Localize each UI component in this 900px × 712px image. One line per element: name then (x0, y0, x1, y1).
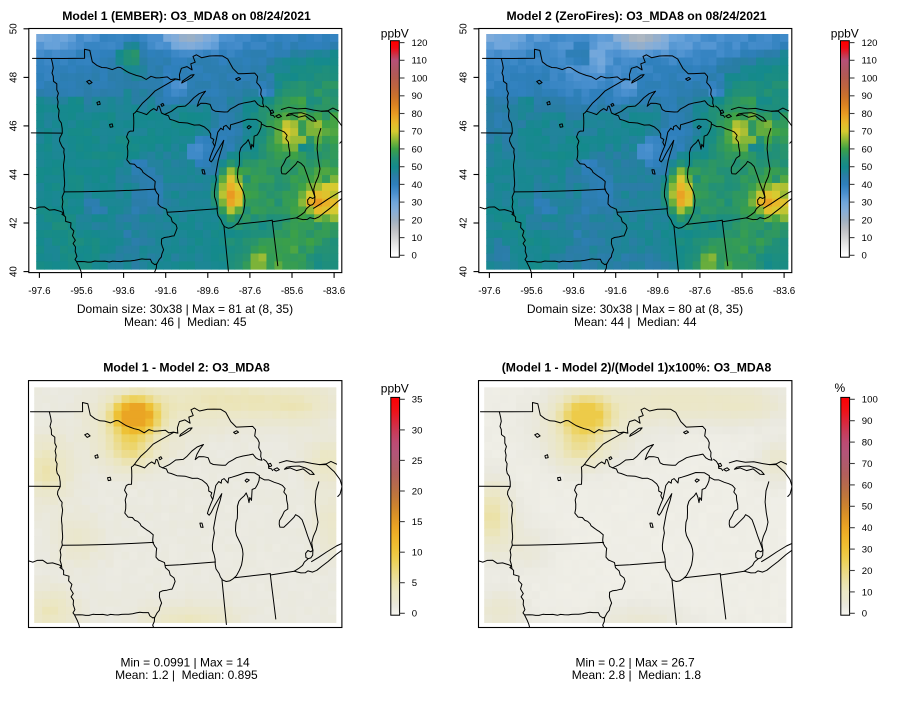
svg-text:-83.6: -83.6 (773, 286, 796, 297)
svg-text:90: 90 (862, 91, 873, 102)
svg-text:20: 20 (412, 486, 423, 497)
svg-text:100: 100 (862, 73, 878, 84)
svg-text:0: 0 (862, 251, 867, 262)
svg-text:40: 40 (862, 523, 873, 534)
svg-text:70: 70 (862, 127, 873, 138)
svg-text:20: 20 (412, 215, 423, 226)
svg-text:Mean: 44 | Median: 44: Mean: 44 | Median: 44 (574, 315, 697, 329)
svg-text:48: 48 (8, 71, 19, 82)
svg-text:50: 50 (412, 162, 423, 173)
svg-text:10: 10 (412, 233, 423, 244)
svg-text:60: 60 (862, 144, 873, 155)
svg-text:Model 2 (ZeroFires): O3_MDA8 o: Model 2 (ZeroFires): O3_MDA8 on 08/24/20… (506, 9, 766, 23)
svg-text:46: 46 (8, 120, 19, 131)
svg-text:60: 60 (412, 144, 423, 155)
svg-text:-89.6: -89.6 (197, 286, 220, 297)
svg-text:42: 42 (8, 218, 19, 229)
svg-text:40: 40 (8, 266, 19, 277)
svg-text:Model 1 (EMBER): O3_MDA8 on 08: Model 1 (EMBER): O3_MDA8 on 08/24/2021 (62, 9, 311, 23)
svg-text:100: 100 (412, 73, 428, 84)
svg-text:30: 30 (862, 545, 873, 556)
svg-text:40: 40 (862, 180, 873, 191)
svg-text:-95.6: -95.6 (70, 286, 93, 297)
svg-text:50: 50 (458, 23, 469, 34)
svg-text:-93.6: -93.6 (562, 286, 585, 297)
svg-text:30: 30 (862, 198, 873, 209)
svg-text:80: 80 (862, 438, 873, 449)
svg-text:70: 70 (862, 459, 873, 470)
svg-text:35: 35 (412, 395, 423, 406)
svg-text:50: 50 (862, 502, 873, 513)
svg-text:40: 40 (458, 266, 469, 277)
svg-text:-95.6: -95.6 (520, 286, 543, 297)
svg-text:90: 90 (862, 416, 873, 427)
svg-text:%: % (834, 381, 845, 395)
svg-text:-97.6: -97.6 (28, 286, 51, 297)
svg-text:-91.6: -91.6 (155, 286, 178, 297)
svg-text:-87.6: -87.6 (239, 286, 262, 297)
svg-text:80: 80 (862, 109, 873, 120)
svg-text:-85.6: -85.6 (281, 286, 304, 297)
svg-text:70: 70 (412, 127, 423, 138)
svg-text:5: 5 (412, 578, 417, 589)
svg-text:-85.6: -85.6 (731, 286, 754, 297)
svg-text:-87.6: -87.6 (689, 286, 712, 297)
svg-text:90: 90 (412, 91, 423, 102)
svg-text:Min = 0.2 | Max = 26.7: Min = 0.2 | Max = 26.7 (576, 656, 696, 670)
svg-text:ppbV: ppbV (381, 27, 409, 41)
svg-text:42: 42 (458, 218, 469, 229)
svg-text:10: 10 (862, 233, 873, 244)
svg-text:-93.6: -93.6 (112, 286, 135, 297)
svg-text:30: 30 (412, 425, 423, 436)
svg-text:Mean: 2.8 | Median: 1.8: Mean: 2.8 | Median: 1.8 (572, 668, 702, 682)
svg-text:ppbV: ppbV (831, 27, 859, 41)
svg-text:40: 40 (412, 180, 423, 191)
svg-text:110: 110 (412, 56, 427, 67)
svg-text:(Model 1 - Model 2)/(Model 1)x: (Model 1 - Model 2)/(Model 1)x100%: O3_M… (502, 361, 772, 375)
svg-text:60: 60 (862, 480, 873, 491)
svg-text:120: 120 (862, 38, 878, 49)
svg-text:-89.6: -89.6 (647, 286, 670, 297)
svg-text:0: 0 (862, 609, 867, 620)
svg-text:ppbV: ppbV (381, 382, 409, 396)
svg-text:50: 50 (8, 23, 19, 34)
svg-text:Model 1 - Model 2: O3_MDA8: Model 1 - Model 2: O3_MDA8 (103, 361, 270, 375)
svg-text:50: 50 (862, 162, 873, 173)
svg-text:15: 15 (412, 517, 423, 528)
svg-text:20: 20 (862, 215, 873, 226)
svg-text:Domain size: 30x38 | Max = 80: Domain size: 30x38 | Max = 80 at (8, 35) (527, 302, 743, 316)
svg-text:25: 25 (412, 456, 423, 467)
svg-text:110: 110 (862, 56, 877, 67)
svg-text:10: 10 (862, 587, 873, 598)
svg-text:Mean: 46 | Median: 45: Mean: 46 | Median: 45 (124, 315, 247, 329)
svg-text:Domain size: 30x38 | Max = 81: Domain size: 30x38 | Max = 81 at (8, 35) (77, 302, 293, 316)
svg-text:-97.6: -97.6 (478, 286, 501, 297)
svg-text:120: 120 (412, 38, 428, 49)
svg-text:20: 20 (862, 566, 873, 577)
svg-text:80: 80 (412, 109, 423, 120)
svg-text:100: 100 (862, 395, 878, 406)
svg-text:10: 10 (412, 548, 423, 559)
svg-text:0: 0 (412, 609, 417, 620)
svg-text:0: 0 (412, 251, 417, 262)
svg-text:46: 46 (458, 120, 469, 131)
svg-text:44: 44 (8, 169, 19, 180)
svg-text:44: 44 (458, 169, 469, 180)
svg-text:Mean: 1.2 | Median: 0.895: Mean: 1.2 | Median: 0.895 (115, 668, 258, 682)
svg-text:Min = 0.0991 | Max = 14: Min = 0.0991 | Max = 14 (120, 656, 250, 670)
svg-text:-91.6: -91.6 (605, 286, 628, 297)
svg-text:30: 30 (412, 198, 423, 209)
svg-text:48: 48 (458, 71, 469, 82)
svg-text:-83.6: -83.6 (323, 286, 346, 297)
